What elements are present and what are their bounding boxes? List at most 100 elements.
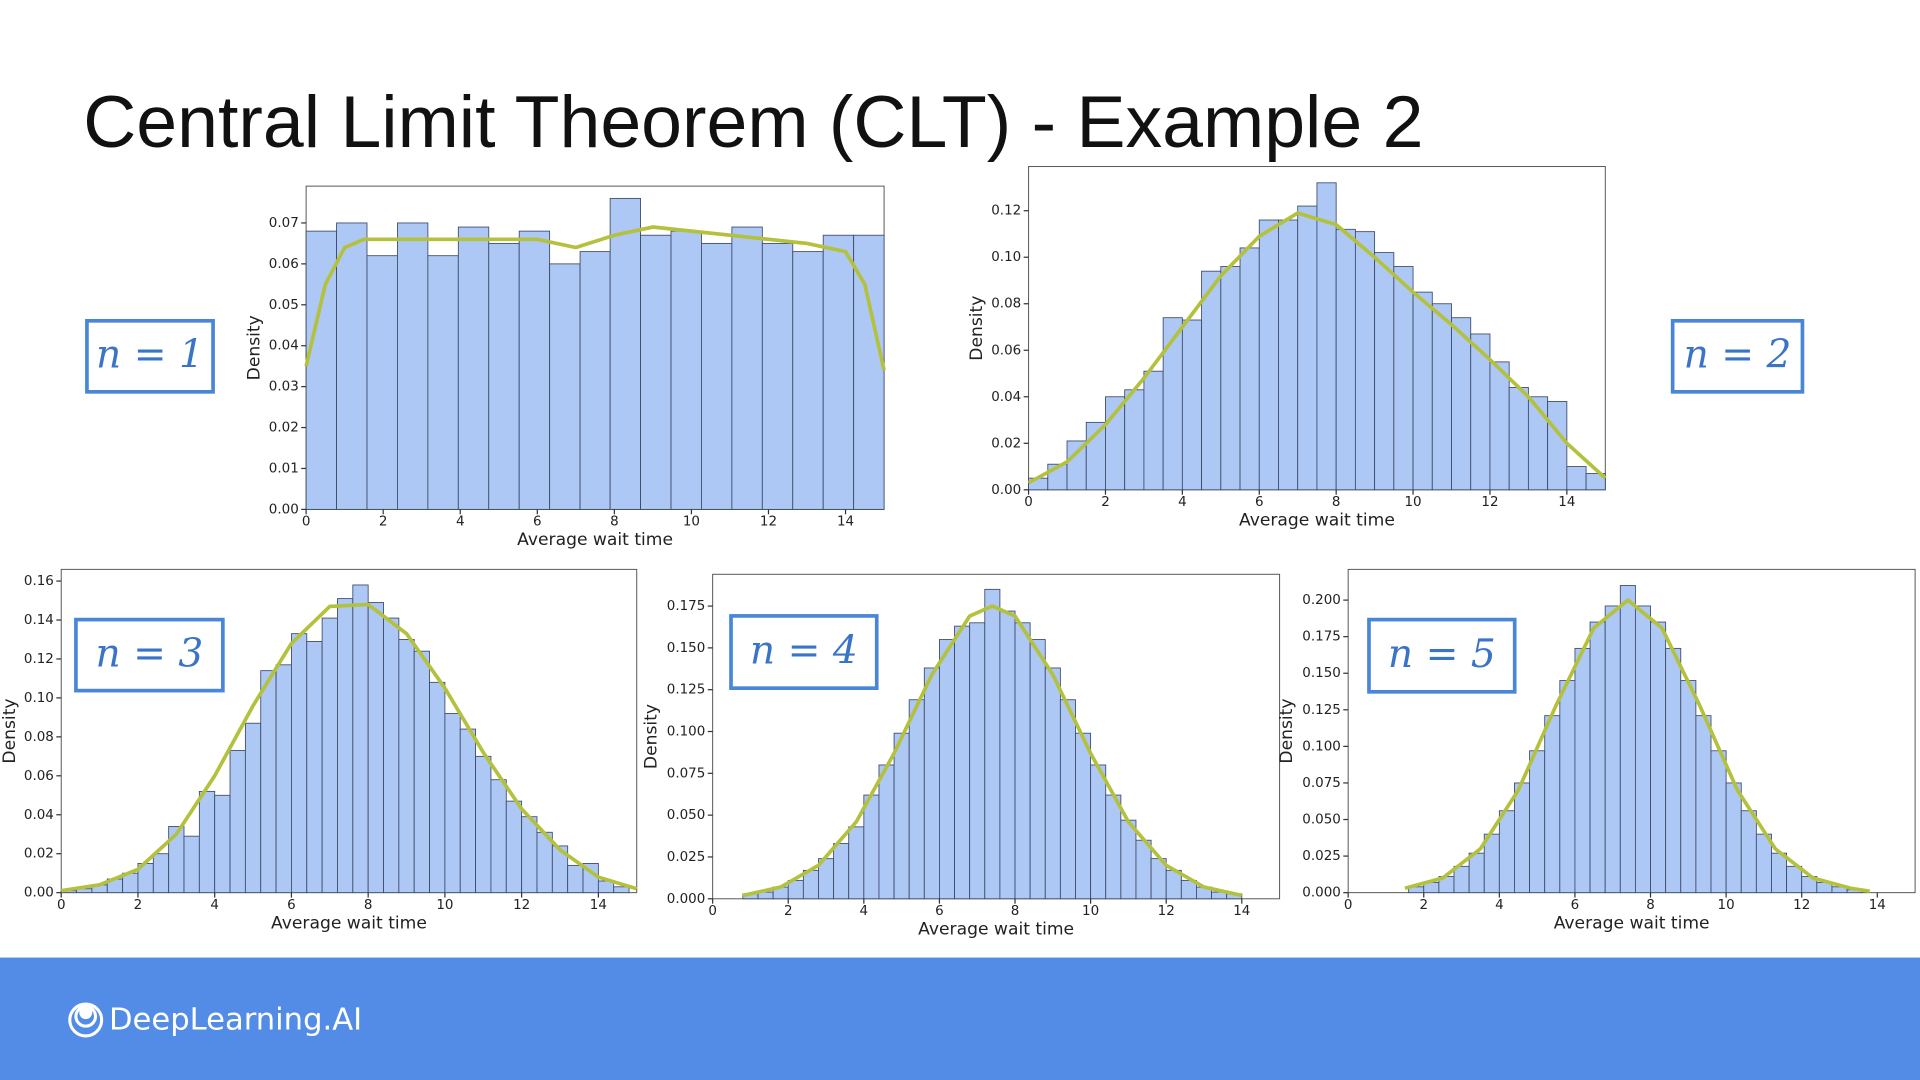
histogram-bar — [306, 641, 323, 894]
annotation-box — [729, 614, 879, 690]
histogram-bar — [1585, 473, 1606, 491]
histogram-bar — [1566, 466, 1587, 491]
x-tick-label: 10 — [683, 515, 700, 530]
y-tick-label: 0.200 — [1302, 593, 1341, 608]
histogram-bar — [984, 588, 1001, 900]
y-tick-label: 0.00 — [24, 886, 54, 901]
histogram-bar — [366, 255, 398, 510]
histogram-bar — [1771, 852, 1788, 894]
histogram-bar — [1014, 622, 1031, 900]
histogram-bar — [999, 610, 1016, 900]
y-tick-label: 0.10 — [991, 250, 1021, 265]
y-tick-label: 0.025 — [1302, 849, 1341, 864]
y-tick-label: 0.16 — [24, 574, 54, 589]
histogram-bar — [701, 242, 733, 510]
x-tick-label: 6 — [287, 898, 296, 913]
y-axis-label: Density — [245, 315, 265, 380]
annotation: n = 2 — [1684, 333, 1792, 378]
histogram-bar — [383, 617, 400, 894]
x-tick-label: 10 — [1404, 495, 1421, 510]
histogram-bar — [1650, 621, 1667, 894]
histogram-bar — [321, 617, 338, 894]
y-tick-label: 0.125 — [1302, 703, 1341, 718]
histogram-bar — [352, 584, 369, 894]
histogram-bar — [1604, 605, 1621, 894]
kde-line — [1027, 211, 1607, 485]
histogram-bar — [1589, 621, 1606, 894]
x-tick-label: 10 — [1082, 904, 1099, 919]
histogram-bar — [1559, 680, 1576, 894]
x-tick-label: 8 — [610, 515, 619, 530]
y-tick-label: 0.100 — [1302, 739, 1341, 754]
chart: 0 2 4 6 8 10 12 14 0.000 0.025 0.050 0.075 0.100 0.12… — [641, 573, 1281, 939]
x-tick-label: 2 — [784, 904, 793, 919]
histogram-bar — [336, 222, 368, 510]
histogram-bar — [908, 699, 925, 900]
x-tick-label: 0 — [302, 515, 311, 530]
histogram-bar — [1547, 400, 1568, 491]
histogram-bar — [567, 864, 584, 894]
histogram-bar — [475, 755, 492, 894]
y-tick-label: 0.075 — [667, 766, 706, 781]
y-tick-label: 0.050 — [1302, 813, 1341, 828]
y-tick-label: 0.08 — [24, 730, 54, 745]
y-tick-label: 0.175 — [1302, 630, 1341, 645]
x-tick-label: 8 — [1011, 904, 1020, 919]
x-axis-label: Average wait time — [1554, 913, 1710, 933]
histogram-bar — [1143, 370, 1164, 491]
y-tick-label: 0.01 — [269, 461, 299, 476]
y-tick-label: 0.06 — [269, 257, 299, 272]
footer-logo: DeepLearning.AI — [109, 1003, 362, 1038]
slide-title: Central Limit Theorem (CLT) - Example 2 — [83, 80, 1423, 163]
histogram-bar — [1680, 680, 1697, 894]
histogram-bar — [1135, 839, 1152, 900]
annotation-box — [85, 318, 215, 394]
histogram-bar — [1090, 764, 1107, 900]
histogram-bar — [1451, 317, 1472, 491]
histogram-bar — [1740, 810, 1757, 894]
histogram-bar — [1075, 732, 1092, 900]
histogram-bar — [1044, 667, 1061, 900]
histogram-bar — [1316, 182, 1337, 491]
x-tick-label: 12 — [1793, 898, 1810, 913]
chart: 0 2 4 6 8 10 12 14 0.00 0.02 0.04 0.06 0.08 0.10 0.12 0… — [0, 568, 638, 933]
histogram-bar — [1665, 647, 1682, 894]
histogram-bar — [833, 843, 850, 900]
y-tick-label: 0.02 — [991, 436, 1021, 451]
x-tick-label: 2 — [379, 515, 388, 530]
histogram-bar — [792, 251, 824, 510]
histogram-bar — [429, 681, 446, 894]
y-tick-label: 0.175 — [667, 599, 706, 614]
histogram-bar — [1786, 865, 1803, 894]
histogram-bar — [229, 750, 246, 894]
histogram-bar — [413, 650, 430, 894]
histogram-bar — [183, 835, 200, 894]
histogram-bar — [1120, 819, 1137, 900]
histogram-bar — [1181, 319, 1203, 491]
histogram-bar — [275, 664, 292, 894]
histogram-bar — [969, 622, 986, 900]
histogram-bar — [457, 226, 490, 510]
y-tick-label: 0.150 — [1302, 666, 1341, 681]
x-tick-label: 14 — [1869, 898, 1886, 913]
footer-bar — [0, 957, 1920, 1080]
histogram-bar — [1710, 750, 1727, 894]
histogram-bar — [670, 230, 702, 510]
histogram-bar — [1335, 228, 1356, 491]
histogram-bar — [1258, 219, 1279, 491]
x-tick-label: 14 — [1233, 904, 1250, 919]
histogram-bar — [305, 230, 337, 510]
annotation-box — [74, 617, 225, 693]
x-tick-label: 6 — [935, 904, 944, 919]
histogram-bar — [1220, 266, 1241, 491]
y-axis-label: Density — [1277, 698, 1297, 763]
y-tick-label: 0.06 — [991, 343, 1021, 358]
histogram-bar — [1468, 852, 1485, 894]
y-tick-label: 0.14 — [24, 613, 54, 628]
histogram-bar — [1124, 389, 1145, 491]
histogram-bar — [1239, 247, 1260, 491]
histogram-bar — [1483, 833, 1500, 894]
histogram-bar — [822, 234, 855, 510]
histogram-bar — [1374, 252, 1395, 491]
x-tick-label: 10 — [436, 898, 453, 913]
